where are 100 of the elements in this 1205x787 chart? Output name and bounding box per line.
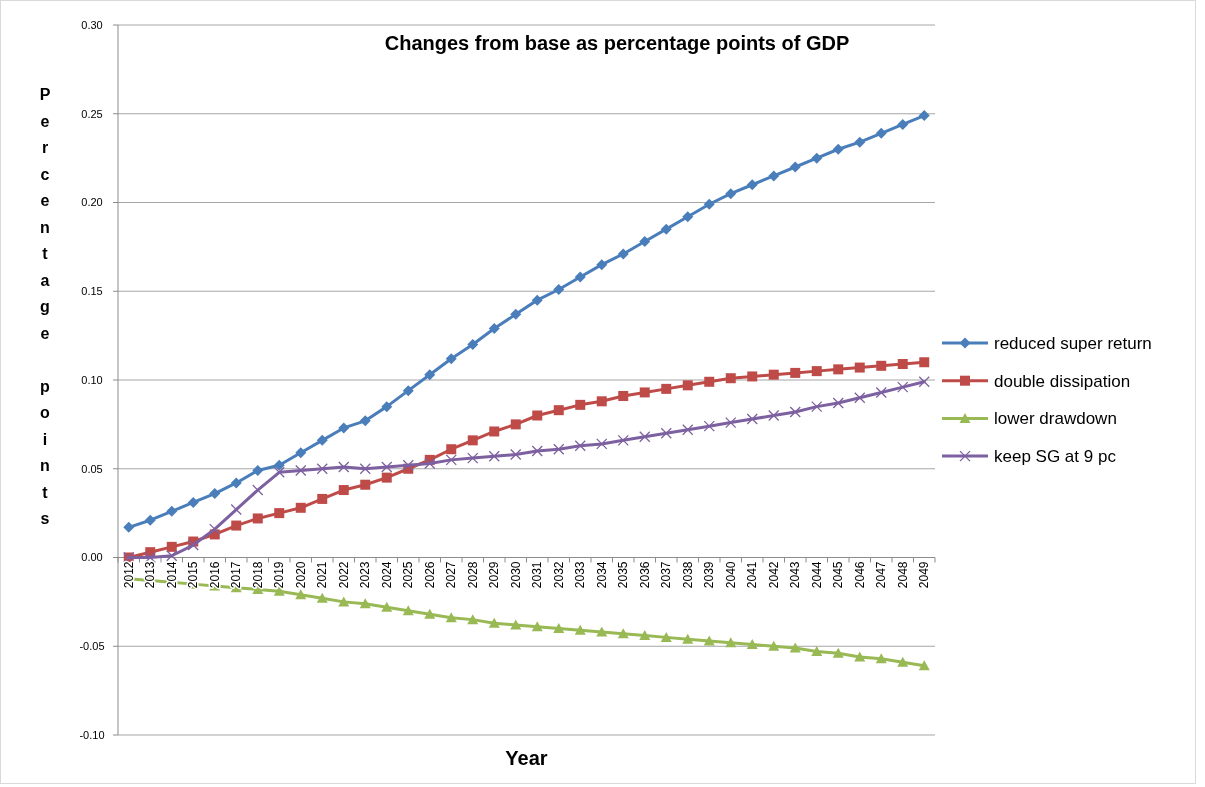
point — [768, 409, 780, 422]
x-tick-label: 2012 — [121, 561, 136, 589]
y-tick-label: 0.05 — [81, 462, 103, 475]
y-tick-label: 0.25 — [81, 107, 103, 120]
x-tick-label: 2025 — [401, 561, 416, 589]
point — [359, 598, 371, 609]
point — [747, 371, 758, 382]
point — [596, 438, 608, 450]
chart-title: Changes from base as percentage points of GDP — [384, 32, 850, 54]
point — [488, 323, 500, 335]
point — [789, 161, 801, 173]
point — [338, 422, 350, 434]
point — [919, 357, 930, 368]
point — [553, 443, 565, 455]
point — [854, 136, 866, 148]
point — [918, 376, 930, 388]
point — [725, 416, 737, 429]
point — [661, 383, 672, 394]
point — [381, 601, 393, 612]
point — [338, 461, 350, 473]
point — [381, 472, 392, 483]
point — [446, 444, 457, 455]
point — [445, 454, 457, 466]
point — [789, 406, 801, 418]
point — [424, 457, 436, 470]
x-tick-label: 2022 — [336, 561, 351, 589]
point — [166, 505, 178, 517]
point — [897, 118, 909, 130]
x-tick-label: 2039 — [702, 561, 717, 589]
point — [854, 651, 866, 662]
point — [510, 619, 522, 630]
point — [617, 248, 629, 260]
x-tick-label: 2041 — [745, 561, 760, 589]
x-tick-label: 2035 — [616, 561, 631, 589]
point — [660, 427, 672, 439]
point — [381, 461, 393, 473]
x-tick-label: 2027 — [444, 561, 459, 589]
point — [768, 170, 780, 182]
point — [295, 464, 307, 477]
y-tick-label: -0.05 — [79, 640, 105, 653]
point — [725, 188, 737, 200]
point — [574, 440, 586, 452]
x-tick-label: 2045 — [831, 561, 846, 589]
point — [789, 642, 801, 653]
point — [316, 434, 328, 446]
point — [596, 396, 607, 407]
point — [918, 660, 930, 671]
point — [811, 152, 823, 164]
point — [274, 508, 285, 519]
point — [553, 283, 565, 295]
point — [682, 424, 694, 436]
point — [725, 373, 736, 384]
x-tick-label: 2020 — [293, 561, 308, 589]
x-tick-label: 2031 — [530, 561, 545, 589]
point — [445, 353, 457, 365]
x-tick-label: 2046 — [852, 561, 867, 589]
y-tick-label: 0.20 — [81, 196, 103, 209]
point — [445, 612, 457, 623]
point — [273, 459, 285, 471]
point — [746, 413, 758, 425]
point — [467, 339, 479, 350]
point — [510, 448, 522, 461]
point — [639, 387, 650, 398]
x-tick-label: 2017 — [229, 561, 244, 589]
point — [875, 653, 887, 664]
point — [811, 646, 823, 657]
point — [489, 426, 500, 437]
point — [897, 359, 908, 370]
point — [832, 647, 844, 658]
point — [660, 223, 672, 235]
point — [360, 479, 371, 490]
point — [230, 477, 242, 489]
point — [402, 385, 414, 397]
y-tick-label: 0.30 — [81, 18, 103, 31]
x-tick-label: 2015 — [186, 561, 201, 589]
x-tick-label: 2036 — [637, 561, 652, 589]
y-tick-label: 0.15 — [81, 285, 103, 298]
x-tick-label: 2044 — [809, 561, 824, 589]
point — [295, 447, 307, 459]
point — [703, 635, 715, 646]
point — [811, 366, 822, 377]
point — [510, 419, 521, 430]
point — [746, 638, 758, 649]
point — [402, 605, 414, 616]
point — [252, 465, 264, 477]
point — [682, 211, 694, 223]
legend-label: lower drawdown — [994, 409, 1117, 429]
point — [359, 463, 371, 475]
point — [316, 463, 328, 475]
point — [553, 405, 564, 416]
point — [617, 434, 629, 446]
legend-label: double dissipation — [994, 371, 1131, 391]
point — [187, 539, 199, 551]
x-tick-label: 2016 — [207, 561, 222, 589]
x-tick-label: 2030 — [508, 561, 523, 589]
x-tick-label: 2019 — [272, 561, 287, 589]
point — [187, 496, 199, 508]
point — [252, 513, 263, 524]
point — [166, 541, 177, 552]
point — [531, 294, 543, 306]
